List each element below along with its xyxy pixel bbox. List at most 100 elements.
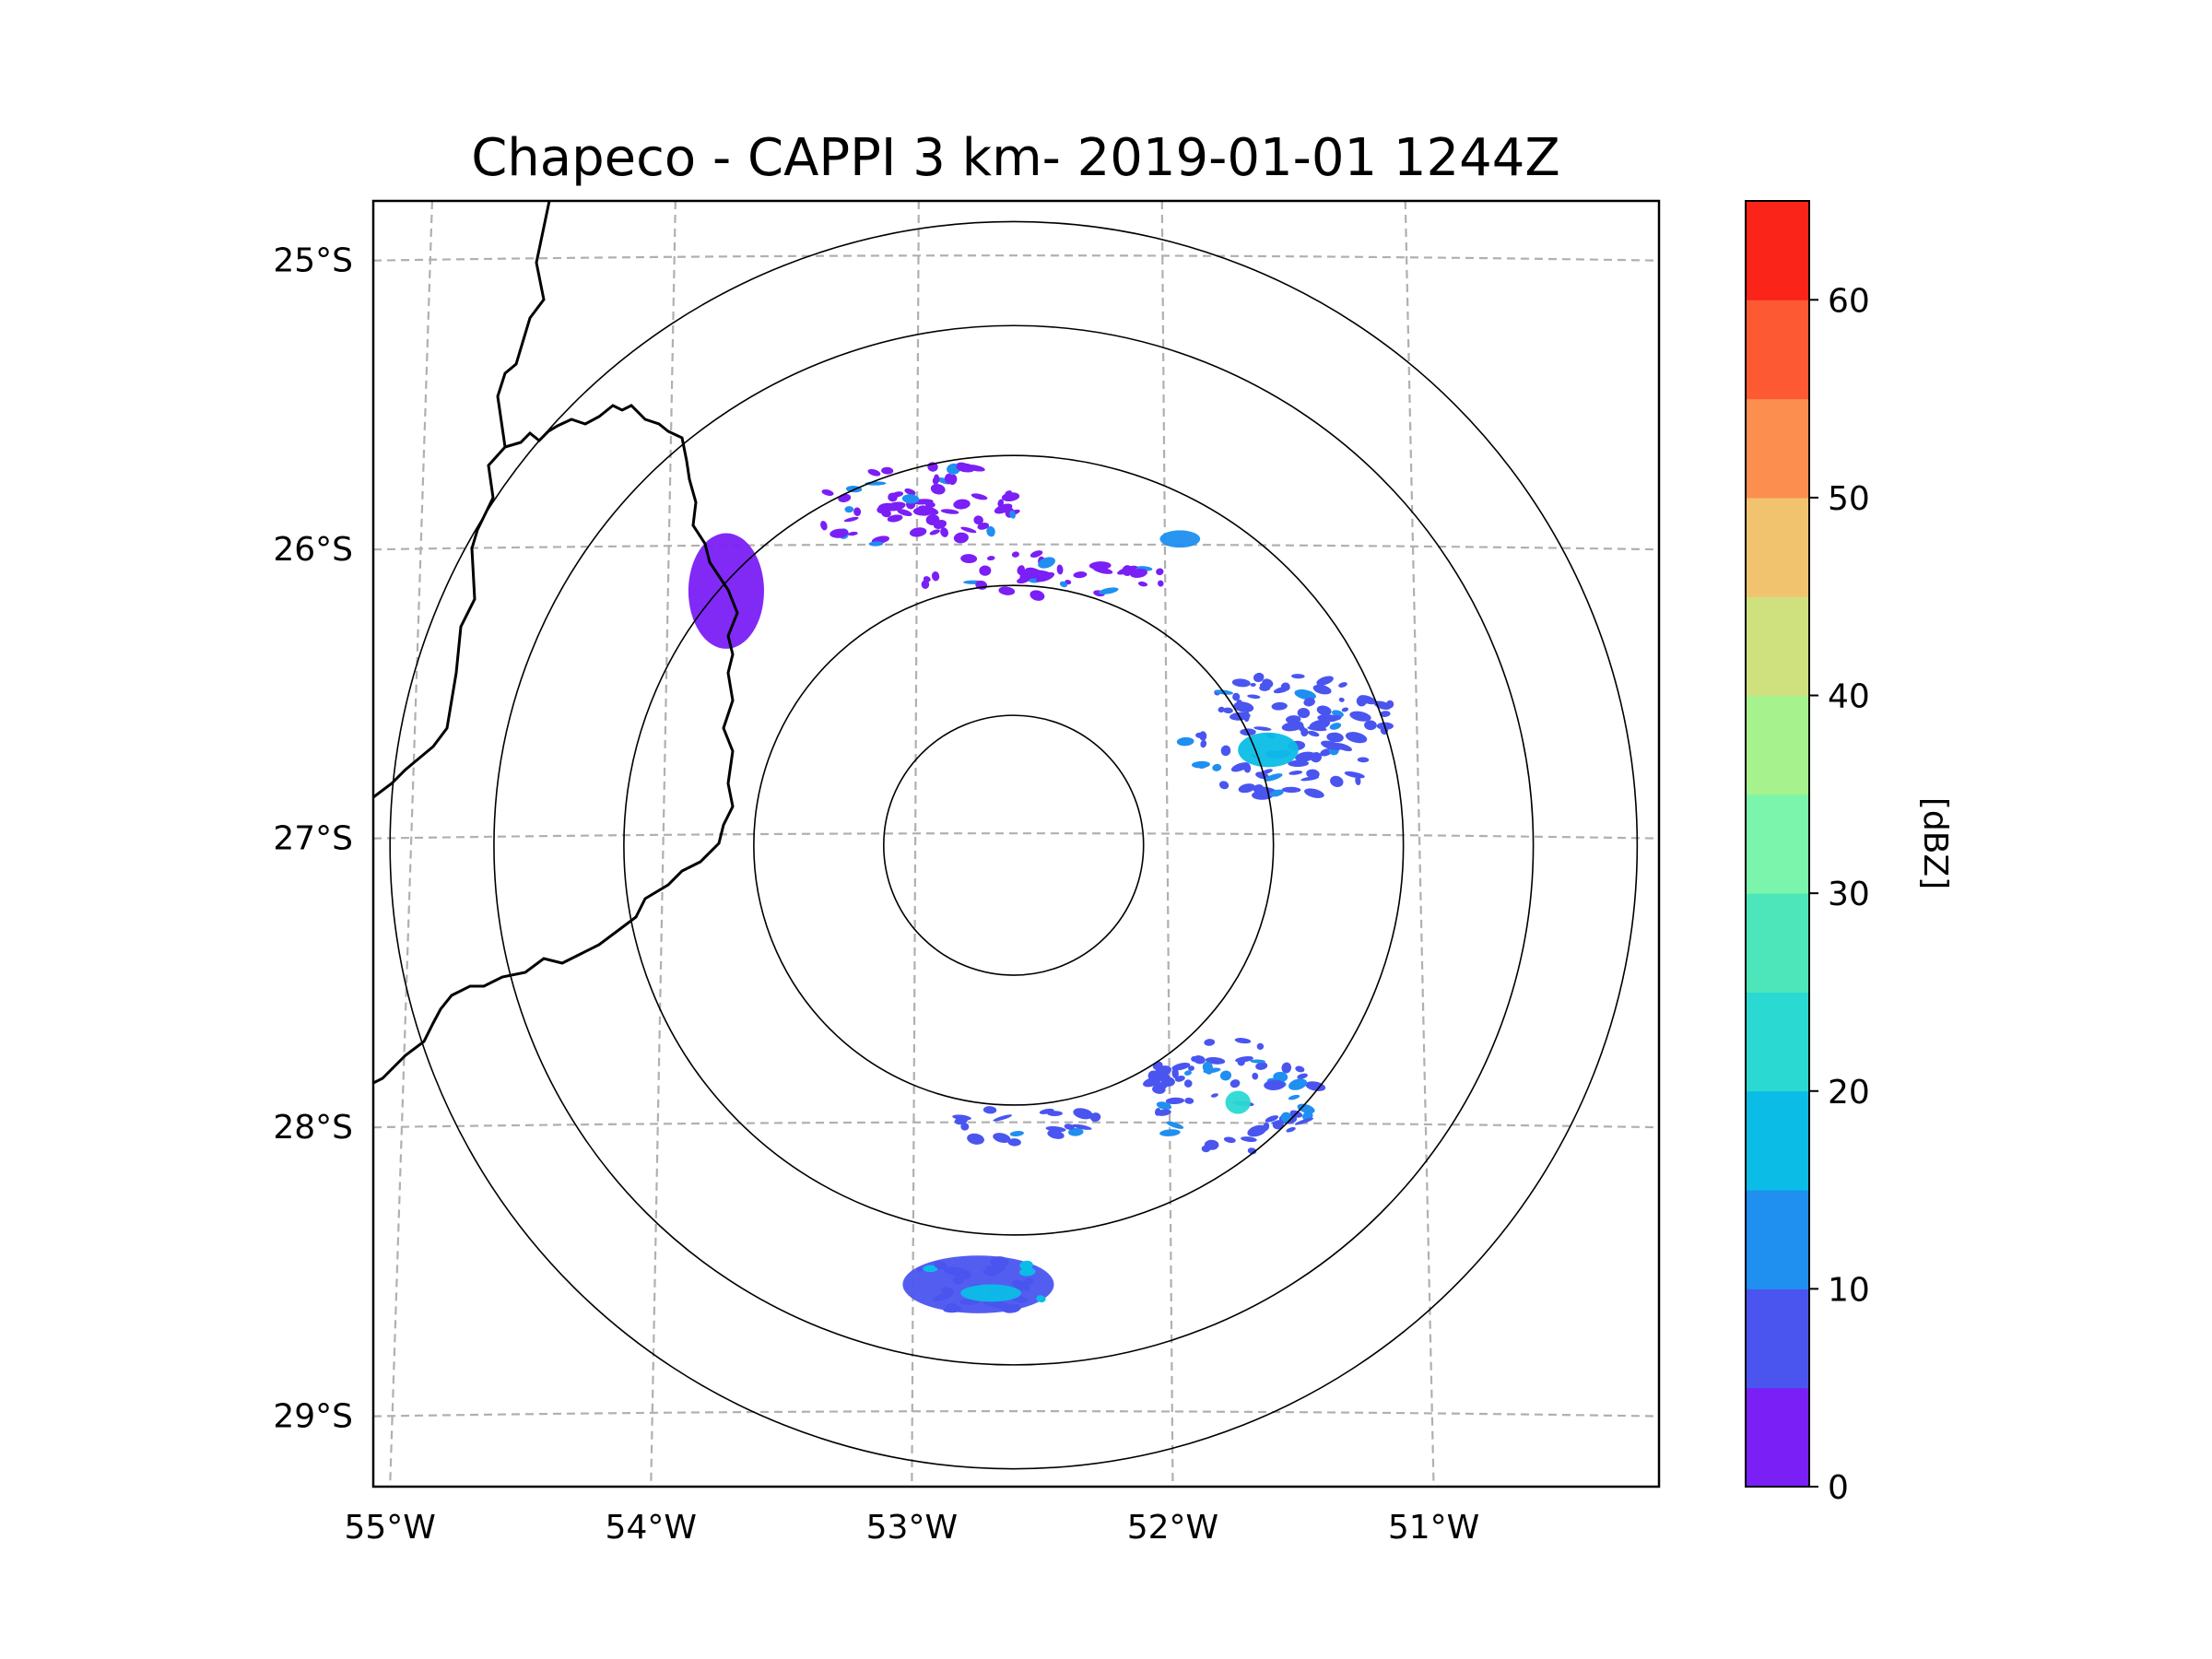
echo-speckle: [1165, 1097, 1185, 1105]
echo-speckle: [1264, 1079, 1286, 1090]
echo-cell-3: [1238, 732, 1299, 768]
colorbar-segment: [1746, 398, 1809, 499]
echo-speckle: [1304, 788, 1324, 798]
colorbar-segment: [1746, 1190, 1809, 1289]
y-tick-label: 27°S: [273, 820, 353, 858]
echo-speckle: [1073, 571, 1088, 579]
echo-speckle: [1219, 1070, 1232, 1081]
y-tick-label: 29°S: [273, 1398, 353, 1436]
echo-speckle: [1072, 1124, 1092, 1130]
echo-speckle: [952, 1114, 971, 1121]
echo-speckle: [1250, 682, 1256, 687]
echo-speckle: [1288, 759, 1310, 768]
colorbar-tick-label: 0: [1828, 1469, 1849, 1507]
colorbar-segment: [1746, 1090, 1809, 1191]
echo-speckle: [1338, 697, 1345, 702]
echo-speckle: [993, 1114, 1013, 1122]
echo-speckle: [989, 1300, 1009, 1310]
echo-speckle: [848, 531, 858, 536]
echo-speckle: [1137, 581, 1148, 587]
echo-cell-1: [960, 1284, 1021, 1302]
echo-speckle: [979, 565, 992, 576]
range-ring-100km: [753, 584, 1275, 1106]
echo-speckle: [1330, 775, 1344, 787]
colorbar-segment: [1746, 201, 1809, 300]
echo-speckle: [1264, 773, 1283, 782]
echo-speckle: [984, 1265, 998, 1272]
range-rings: [389, 220, 1639, 1470]
echo-speckle: [1056, 564, 1064, 575]
echo-speckle: [1253, 726, 1272, 731]
echo-speckle: [1295, 1065, 1305, 1073]
echo-speckle: [1280, 1112, 1292, 1123]
echo-speckle: [1262, 678, 1274, 688]
echo-speckle: [940, 509, 959, 514]
x-tick-label: 54°W: [606, 1509, 697, 1547]
echo-speckle: [921, 580, 930, 589]
echo-speckle: [831, 530, 848, 538]
echo-speckle: [1316, 676, 1334, 686]
echo-speckle: [1253, 672, 1265, 683]
echo-speckle: [1019, 1267, 1036, 1277]
echo-speckle: [1183, 1070, 1192, 1076]
echo-speckle: [1357, 757, 1370, 763]
echo-speckle: [918, 505, 939, 515]
echo-speckle: [1218, 706, 1225, 713]
parallel-line-3: [373, 1121, 1659, 1129]
echo-speckle: [1038, 557, 1055, 569]
echo-speckle: [844, 506, 854, 513]
echo-speckle: [820, 521, 828, 531]
echo-speckle: [945, 1302, 958, 1310]
echo-speckle: [1231, 678, 1251, 688]
echo-speckle: [1341, 707, 1349, 712]
chart-title: Chapeco - CAPPI 3 km- 2019-01-01 1244Z: [471, 128, 1560, 188]
echo-speckle: [1295, 751, 1316, 762]
echo-speckle: [1147, 1070, 1159, 1081]
echo-speckle: [1223, 707, 1233, 714]
echo-speckle: [1009, 1131, 1024, 1136]
echo-speckle: [1017, 576, 1030, 584]
x-tick-label: 53°W: [866, 1509, 958, 1547]
range-ring-150km: [623, 454, 1405, 1236]
echo-speckle: [1253, 784, 1265, 794]
echo-speckle: [1344, 771, 1365, 779]
echo-speckle: [944, 473, 954, 485]
colorbar-label: [dBZ]: [1916, 797, 1954, 889]
echo-speckle: [1166, 1121, 1184, 1129]
echo-speckle: [1243, 711, 1250, 723]
echo-speckle: [956, 463, 975, 473]
echo-speckle: [1272, 1120, 1284, 1130]
x-tick-labels: 55°W 54°W 53°W 52°W 51°W: [344, 1509, 1479, 1547]
echo-speckle: [916, 1266, 923, 1273]
echo-speckle: [1312, 684, 1332, 695]
colorbar-segment: [1746, 893, 1809, 993]
echo-speckle: [1059, 581, 1068, 588]
echo-speckle: [1280, 682, 1290, 691]
echo-speckle: [1193, 1055, 1206, 1065]
echo-speckle: [1291, 674, 1305, 679]
echo-speckle: [891, 491, 904, 498]
echo-speckle: [934, 474, 940, 484]
map-frame: [371, 199, 1661, 1488]
echo-speckle: [1294, 1117, 1314, 1125]
echo-speckle: [997, 499, 1005, 508]
echo-speckle: [867, 468, 881, 477]
echo-speckle: [1036, 1295, 1046, 1303]
echo-speckle: [952, 1275, 965, 1285]
echo-speckle: [1345, 732, 1368, 744]
echo-speckle: [940, 527, 948, 537]
echo-speckle: [1047, 1130, 1065, 1139]
echo-speckle: [1183, 1079, 1193, 1088]
colorbar-ticks: 0 10 20 30 40 50 60: [1809, 282, 1870, 1507]
echo-speckle: [1171, 1063, 1191, 1071]
echo-speckle: [1252, 1072, 1259, 1080]
echo-speckle: [1230, 1079, 1241, 1088]
echo-speckle: [1206, 1139, 1214, 1148]
colorbar-tick-label: 50: [1828, 480, 1870, 518]
echo-speckle: [1355, 776, 1361, 786]
x-tick-label: 51°W: [1388, 1509, 1479, 1547]
x-tick-label: 55°W: [344, 1509, 435, 1547]
colorbar-segment: [1746, 992, 1809, 1092]
echo-speckle: [986, 556, 995, 561]
echo-speckle: [1218, 781, 1230, 790]
